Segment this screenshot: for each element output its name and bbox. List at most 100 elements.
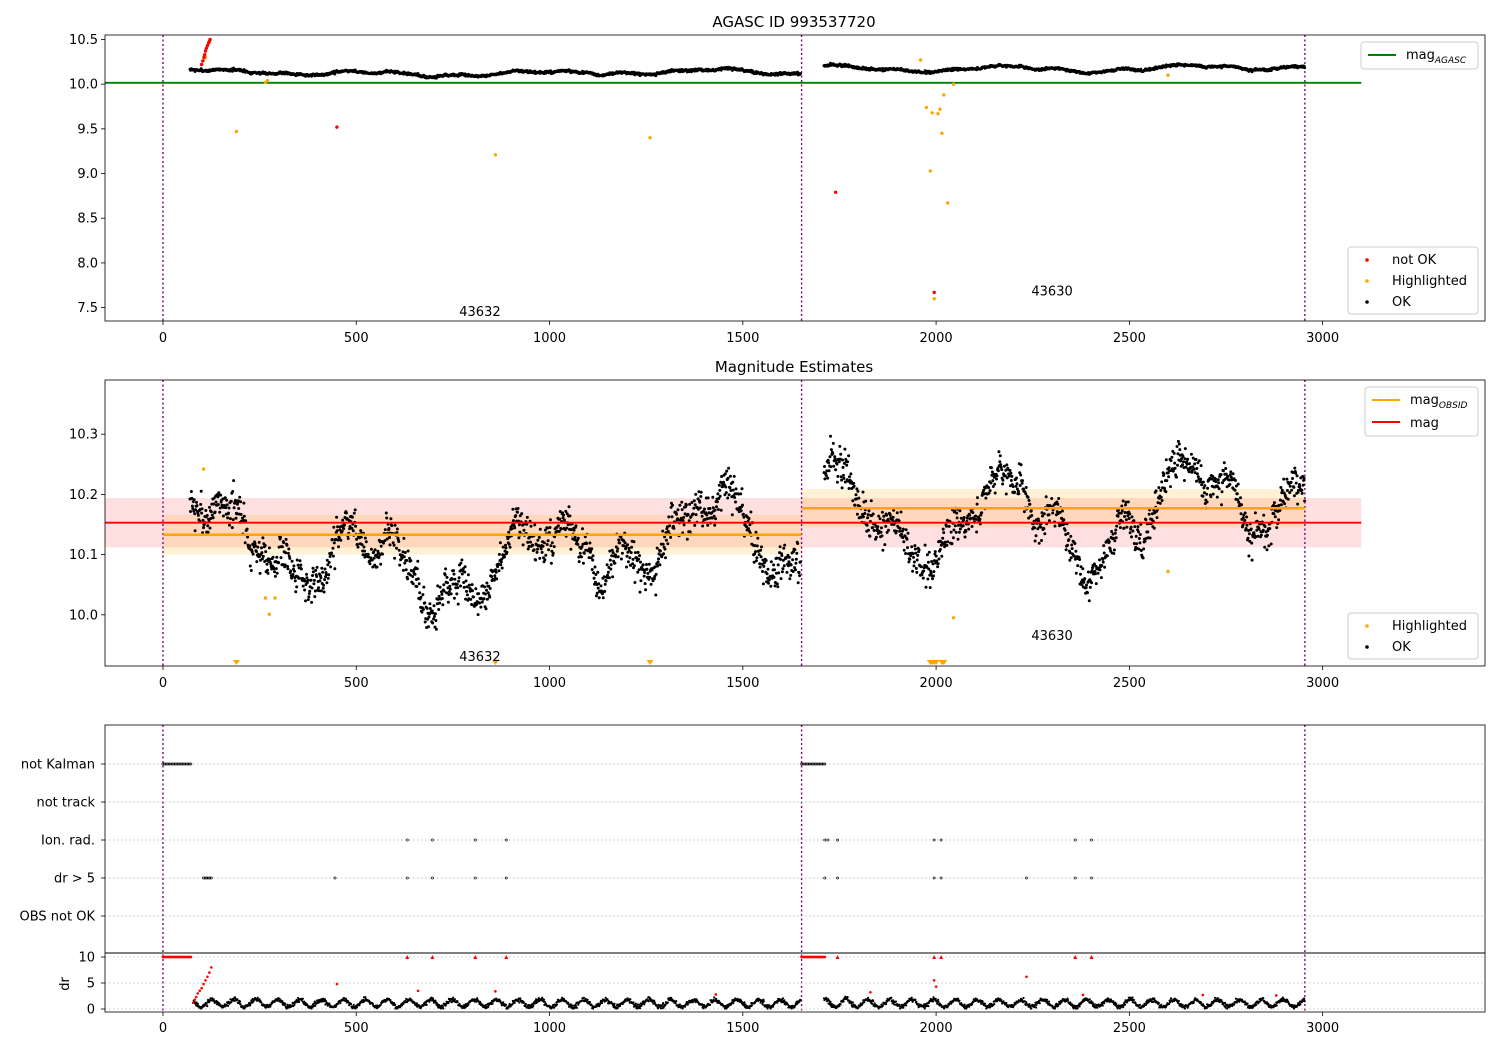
not-ok-point (203, 53, 207, 57)
ok-point (485, 597, 489, 601)
ok-point (578, 551, 582, 555)
ok-point (1073, 542, 1077, 545)
not-ok-point (932, 290, 936, 295)
ok-point (727, 493, 731, 497)
ok-point (1185, 462, 1189, 466)
ok-point (614, 555, 618, 559)
ok-point (246, 535, 250, 539)
ok-point (774, 571, 778, 575)
ok-point (898, 526, 902, 530)
ok-point (1293, 466, 1297, 470)
ok-point (943, 545, 947, 549)
flag-point (1073, 838, 1077, 842)
ok-point (1180, 457, 1184, 461)
ok-point (367, 555, 371, 559)
ok-point (1015, 482, 1019, 486)
ok-point (1183, 457, 1187, 461)
ok-point (208, 505, 211, 509)
ok-point (225, 503, 229, 507)
ok-point (1224, 467, 1228, 470)
ok-point (373, 563, 377, 567)
ok-point (227, 506, 231, 510)
ok-point (1016, 489, 1020, 493)
ok-point (719, 480, 723, 484)
ok-point (760, 545, 763, 549)
x-tick-label: 3000 (1306, 676, 1339, 691)
ok-point (993, 482, 997, 486)
x-tick-label: 0 (159, 331, 167, 346)
ok-point (267, 546, 271, 550)
ok-point (253, 544, 257, 548)
ok-point (433, 612, 437, 616)
ok-point (416, 559, 420, 563)
ok-point (505, 550, 509, 554)
ok-point (1047, 513, 1051, 517)
ok-point (292, 569, 296, 573)
ok-point (723, 493, 727, 497)
ok-point (838, 457, 842, 461)
ok-point (434, 619, 438, 622)
ok-point (548, 526, 552, 529)
ok-point (848, 475, 851, 479)
ok-point (325, 558, 329, 562)
ok-point (664, 556, 667, 560)
ok-point (987, 486, 991, 490)
ok-point (257, 540, 261, 544)
flag-point (177, 762, 180, 766)
ok-point (336, 525, 340, 529)
ok-point (242, 514, 246, 518)
ok-point (891, 518, 895, 522)
ok-point (931, 577, 934, 581)
ok-point (829, 434, 832, 438)
ok-point (680, 500, 684, 504)
ok-point (446, 600, 450, 604)
ok-point (323, 578, 327, 582)
ok-point (596, 570, 600, 574)
ok-point (691, 512, 695, 516)
ok-point (1209, 495, 1213, 499)
ok-point (438, 601, 442, 605)
ok-point (1296, 502, 1300, 506)
ok-point (665, 525, 669, 529)
ok-point (955, 511, 959, 515)
ok-point (592, 571, 596, 575)
ok-point (705, 513, 709, 517)
ok-point (605, 563, 609, 567)
ok-point (773, 568, 776, 572)
ok-point (1033, 526, 1037, 530)
ok-point (678, 503, 682, 507)
ok-point (1282, 477, 1286, 481)
ok-point (453, 577, 457, 581)
ok-point (915, 558, 919, 562)
ok-point (1176, 452, 1180, 456)
ok-point (209, 517, 213, 520)
ok-point (1011, 485, 1015, 489)
ok-point (849, 472, 853, 476)
panel1-axes: 0 500 1000 1500 2000 2500 30007.58.08.59.09.51… (69, 33, 1486, 346)
ok-point (359, 529, 363, 533)
ok-point (493, 574, 497, 578)
ok-point (442, 583, 446, 587)
ok-point (974, 514, 978, 518)
ok-point (313, 589, 317, 593)
legend-label-ok: OK (1392, 295, 1411, 310)
ok-point (323, 567, 327, 571)
ok-point (693, 523, 697, 527)
flag-point (836, 838, 839, 842)
ok-point (511, 507, 515, 511)
ok-point (666, 530, 670, 533)
ok-point (1220, 503, 1223, 507)
ok-point (456, 586, 460, 590)
flag-point (164, 762, 168, 766)
ok-point (1229, 475, 1233, 479)
ok-point (1214, 480, 1218, 484)
ok-point (626, 543, 629, 547)
flag-point (167, 762, 171, 766)
ok-point (775, 556, 779, 560)
ok-point (534, 558, 538, 562)
ok-point (1111, 532, 1115, 536)
ok-point (507, 542, 511, 546)
ok-point (217, 491, 221, 495)
ok-point (507, 530, 511, 534)
ok-point (835, 480, 839, 484)
